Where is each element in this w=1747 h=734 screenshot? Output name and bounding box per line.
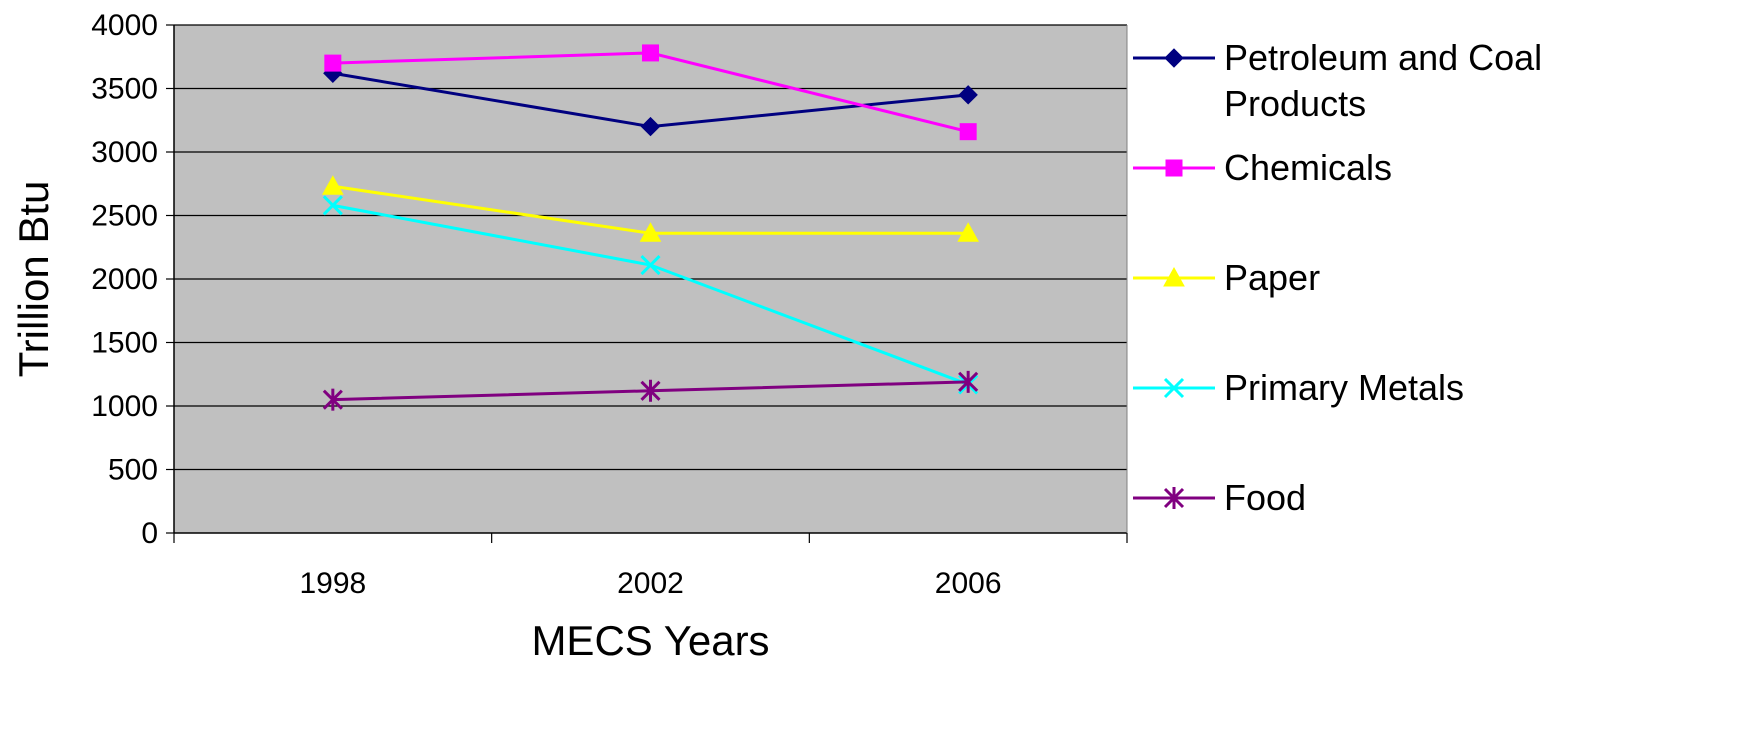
- data-point-marker: [640, 379, 661, 402]
- legend: Petroleum and Coal Products Chemicals Paper…: [1133, 37, 1542, 518]
- data-point-marker: [959, 123, 977, 141]
- legend-label: Paper: [1224, 257, 1320, 298]
- y-tick-label: 1500: [91, 327, 158, 360]
- legend-label: Chemicals: [1224, 147, 1392, 188]
- legend-item: Primary Metals: [1133, 367, 1464, 408]
- data-point-marker: [958, 370, 979, 393]
- data-point-marker: [640, 116, 661, 137]
- data-point-marker: [321, 175, 344, 195]
- y-tick-label: 1000: [91, 390, 158, 423]
- y-axis-title: Trillion Btu: [10, 181, 57, 378]
- legend-marker: [1163, 266, 1185, 287]
- legend-marker: [1165, 159, 1183, 177]
- legend-marker: [1163, 487, 1185, 509]
- legend-label: Petroleum and Coal: [1224, 37, 1542, 78]
- y-tick-label: 3000: [91, 136, 158, 169]
- x-tick-label: 2002: [617, 567, 684, 600]
- data-point-marker: [639, 222, 662, 242]
- series-group: [321, 44, 980, 411]
- legend-label: Food: [1224, 477, 1306, 518]
- legend-label: Primary Metals: [1224, 367, 1464, 408]
- data-point-marker: [642, 44, 659, 62]
- data-point-marker: [958, 85, 978, 105]
- data-point-marker: [640, 254, 661, 276]
- legend-label: Products: [1224, 83, 1366, 124]
- y-tick-label: 0: [141, 517, 158, 550]
- series-chemicals: [324, 44, 977, 141]
- legend-marker: [1164, 48, 1184, 68]
- legend-marker: [1163, 377, 1185, 399]
- legend-item: Petroleum and Coal Products: [1133, 37, 1542, 124]
- data-point-marker: [324, 54, 342, 72]
- x-axis-title: MECS Years: [531, 617, 769, 664]
- series-primary-metals: [322, 195, 979, 395]
- y-tick-label: 2000: [91, 263, 158, 296]
- y-tick-label: 2500: [91, 200, 158, 233]
- legend-item: Paper: [1133, 257, 1320, 298]
- legend-item: Food: [1133, 477, 1306, 518]
- y-axis-ticks: 0 500 1000 1500 2000 2500 3000 3500 4000: [91, 9, 174, 550]
- x-tick-label: 1998: [299, 567, 366, 600]
- data-point-marker: [322, 195, 343, 216]
- legend-item: Chemicals: [1133, 147, 1392, 188]
- y-tick-label: 4000: [91, 9, 158, 42]
- x-tick-label: 2006: [935, 567, 1002, 600]
- data-point-marker: [957, 222, 980, 242]
- y-tick-label: 3500: [91, 73, 158, 106]
- series-food: [322, 370, 979, 411]
- data-point-marker: [322, 388, 343, 411]
- y-tick-label: 500: [108, 454, 158, 487]
- x-axis-ticks: 1998 2002 2006: [173, 533, 1128, 600]
- series-paper: [321, 175, 980, 242]
